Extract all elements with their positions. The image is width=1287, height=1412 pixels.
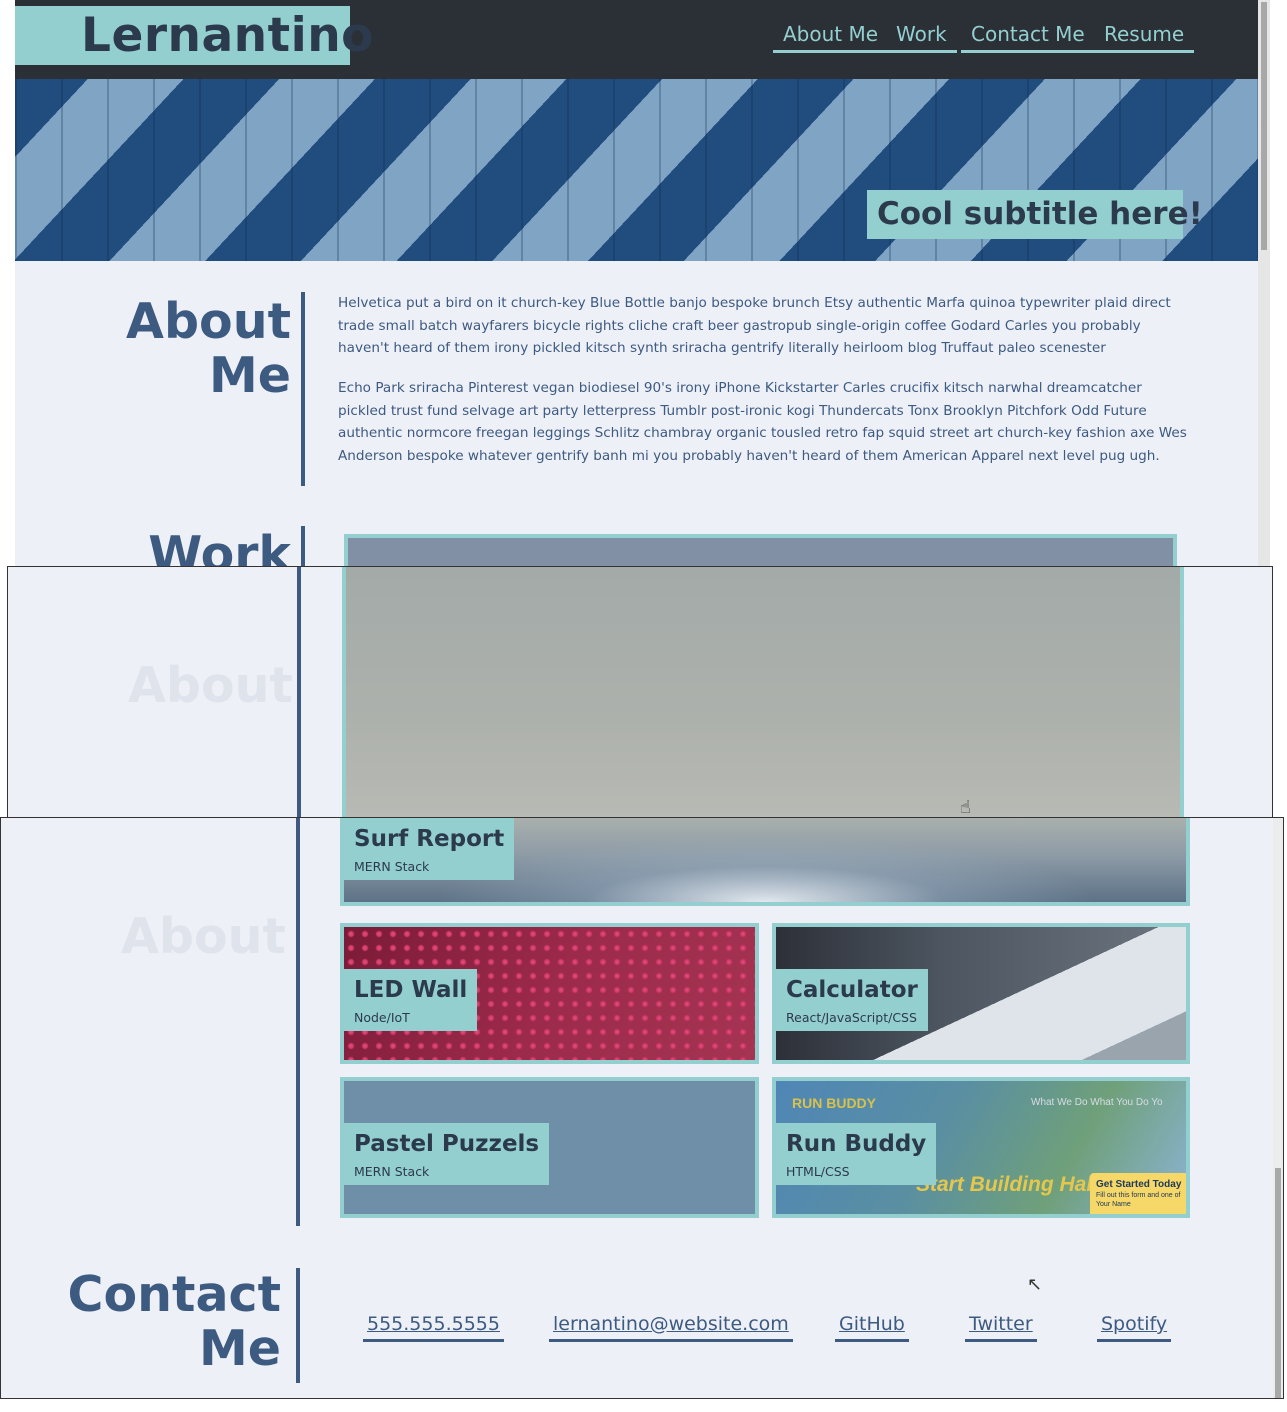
run-buddy-preview-nav: What We Do What You Do Yo [1031, 1097, 1163, 1108]
project-card-surf-report-top[interactable] [344, 534, 1177, 566]
project-stack: React/JavaScript/CSS [786, 1010, 917, 1025]
project-label: Pastel Puzzels MERN Stack [344, 1123, 550, 1185]
contact-link-spotify[interactable]: Spotify [1097, 1313, 1172, 1342]
project-stack: Node/IoT [354, 1010, 410, 1025]
project-card-pastel-puzzels[interactable]: Pastel Puzzels MERN Stack [340, 1077, 759, 1218]
project-label: Surf Report MERN Stack [344, 818, 515, 880]
run-buddy-preview-cta: Get Started Today Fill out this form and… [1090, 1173, 1186, 1214]
contact-link-twitter[interactable]: Twitter [965, 1313, 1037, 1342]
page-view-middle: About ☝ [7, 566, 1273, 818]
project-card-surf-report[interactable]: Surf Report MERN Stack [340, 818, 1190, 906]
brand-name: Lernantino [81, 8, 374, 63]
hero-banner: Cool subtitle here! [15, 79, 1258, 261]
contact-link-github[interactable]: GitHub [835, 1313, 909, 1342]
nav-link-about[interactable]: About Me [773, 22, 889, 53]
project-card-surf-report[interactable] [342, 567, 1184, 817]
project-label: Run Buddy HTML/CSS [776, 1123, 937, 1185]
run-buddy-preview-brand: RUN BUDDY [792, 1095, 876, 1111]
work-section-title: Work [148, 526, 291, 566]
project-card-run-buddy[interactable]: RUN BUDDY What We Do What You Do Yo Star… [772, 1077, 1190, 1218]
nav-link-contact[interactable]: Contact Me [961, 22, 1095, 53]
work-divider [301, 526, 305, 566]
contact-link-email[interactable]: lernantino@website.com [549, 1313, 793, 1342]
pointer-cursor-icon: ↖ [1027, 1274, 1043, 1295]
nav-link-work[interactable]: Work [886, 22, 957, 53]
project-title: Calculator [786, 977, 918, 1003]
project-label: LED Wall Node/IoT [344, 969, 478, 1031]
run-buddy-preview-headline: Start Building Habits [916, 1173, 1124, 1196]
about-paragraph-2: Echo Park sriracha Pinterest vegan biodi… [338, 380, 1187, 464]
scrollbar[interactable] [1258, 0, 1270, 566]
project-title: Run Buddy [786, 1131, 927, 1157]
page-view-top: Lernantino About Me Work Contact Me Resu… [15, 0, 1258, 566]
ghost-about-title: About [121, 908, 286, 965]
project-label: Calculator React/JavaScript/CSS [776, 969, 928, 1031]
project-stack: MERN Stack [354, 1164, 430, 1179]
project-card-calculator[interactable]: Calculator React/JavaScript/CSS [772, 923, 1190, 1064]
project-title: Pastel Puzzels [354, 1131, 540, 1157]
ghost-about-title: About [128, 657, 293, 714]
about-paragraph-1: Helvetica put a bird on it church-key Bl… [338, 295, 1171, 356]
project-stack: MERN Stack [354, 859, 430, 874]
hero-subtitle-text: Cool subtitle here! [877, 196, 1203, 232]
contact-link-phone[interactable]: 555.555.5555 [363, 1313, 504, 1342]
project-card-led-wall[interactable]: LED Wall Node/IoT [340, 923, 759, 1064]
contact-section-title: Contact Me [67, 1266, 281, 1377]
work-divider [296, 818, 300, 1226]
hero-subtitle: Cool subtitle here! [867, 190, 1203, 239]
contact-divider [296, 1268, 300, 1383]
about-section-title: About Me [126, 293, 291, 404]
project-stack: HTML/CSS [786, 1164, 850, 1179]
scrollbar-thumb[interactable] [1261, 2, 1267, 250]
scrollbar[interactable] [1273, 818, 1283, 1398]
project-title: Surf Report [354, 826, 505, 852]
scrollbar-thumb[interactable] [1275, 1168, 1281, 1398]
nav-link-resume[interactable]: Resume [1094, 22, 1195, 53]
page-view-bottom: About Surf Report MERN Stack LED Wall No… [0, 817, 1284, 1399]
about-divider [301, 292, 305, 486]
site-header: Lernantino About Me Work Contact Me Resu… [15, 0, 1258, 79]
project-title: LED Wall [354, 977, 468, 1003]
work-divider [297, 567, 301, 817]
hand-cursor-icon: ☝ [960, 797, 971, 818]
site-brand[interactable]: Lernantino [15, 6, 373, 65]
